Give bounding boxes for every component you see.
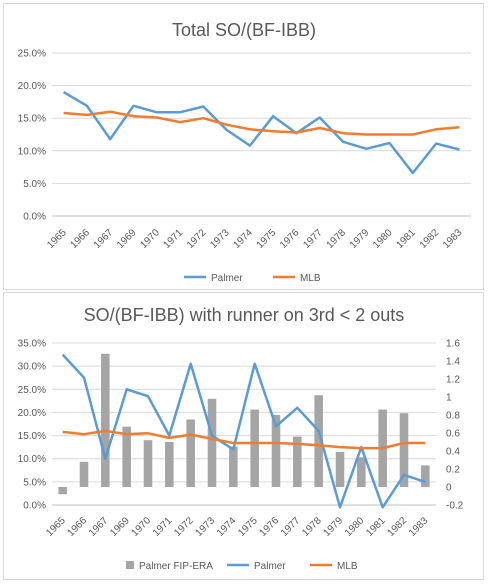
bar-palmer-fip-era [143,440,153,487]
y2-tick-label: -0.2 [446,501,464,512]
bar-palmer-fip-era [314,395,323,487]
bar-palmer-fip-era [165,442,174,487]
chart-runner-third-svg: SO/(BF-IBB) with runner on 3rd < 2 outs … [18,305,464,572]
x-tick-label: 1969 [108,515,132,539]
x-tick-label: 1973 [194,515,218,539]
bar-palmer-fip-era [357,457,366,487]
legend-swatch [126,561,134,569]
bar-palmer-fip-era [399,413,409,487]
y-tick-label: 10.0% [18,454,46,465]
x-tick-label: 1977 [301,227,325,251]
chart-runner-third: SO/(BF-IBB) with runner on 3rd < 2 outs … [3,292,484,580]
x-tick-label: 1983 [407,515,431,539]
x-tick-label: 1965 [44,515,68,539]
x-tick-label: 1971 [151,515,175,539]
x-tick-label: 1966 [69,227,93,251]
y-tick-label: 25.0% [18,49,46,60]
legend-label: MLB [337,561,358,572]
y2-tick-label: 0.4 [446,447,460,458]
chart-total-so-svg: Total SO/(BF-IBB) 0.0% 5.0% 10.0% 15.0% 20.0… [18,20,471,284]
bar-palmer-fip-era [101,353,110,487]
x-tick-label: 1974 [231,227,255,251]
x-tick-label: 1976 [258,515,282,539]
bar-palmer-fip-era [271,415,281,487]
y-tick-label: 10.0% [18,146,46,157]
y2-tick-label: 0 [446,483,452,494]
x-tick-label: 1971 [162,227,186,251]
bar-palmer-fip-era [335,451,345,487]
chart-title: Total SO/(BF-IBB) [172,20,316,40]
y2-tick-label: 1.4 [446,357,460,368]
y-tick-label: 35.0% [18,339,46,350]
x-tick-label: 1981 [364,515,388,539]
y-tick-label: 20.0% [18,408,46,419]
line-mlb [62,429,426,450]
y2-tick-label: 0.2 [446,465,460,476]
x-tick-label: 1970 [138,227,162,251]
y-tick-label: 5.0% [23,179,46,190]
legend-label: Palmer [211,273,243,284]
x-tick-label: 1972 [172,515,196,539]
y2-tick-label: 1.2 [446,375,460,386]
y2-tick-label: 1 [446,393,452,404]
y-tick-label: 25.0% [18,385,46,396]
x-tick-label: 1977 [279,515,303,539]
x-tick-label: 1978 [300,515,324,539]
x-tick-label: 1976 [278,227,302,251]
x-tick-label: 1967 [87,515,111,539]
y-tick-label: 15.0% [18,431,46,442]
y-tick-label: 5.0% [23,477,46,488]
y-tick-label: 20.0% [18,81,46,92]
x-tick-label: 1980 [343,515,367,539]
bar-palmer-fip-era [250,409,259,487]
x-tick-label: 1966 [66,515,90,539]
bar-palmer-fip-era [293,436,302,487]
legend-label: Palmer [254,561,286,572]
bar-palmer-fip-era [229,446,238,487]
bar-palmer-fip-era [207,398,217,487]
y-tick-label: 0.0% [23,212,46,223]
x-tick-label: 1965 [45,227,69,251]
line-palmer [61,353,426,509]
y-tick-label: 15.0% [18,114,46,125]
chart-total-so: Total SO/(BF-IBB) 0.0% 5.0% 10.0% 15.0% 20.0… [3,3,484,290]
legend-label: Palmer FIP-ERA [139,561,213,572]
y2-tick-label: 0.8 [446,411,460,422]
x-tick-label: 1967 [92,227,116,251]
bar-palmer-fip-era [79,461,89,487]
x-tick-label: 1979 [322,515,346,539]
legend-label: MLB [300,273,321,284]
x-tick-label: 1975 [236,515,260,539]
x-tick-label: 1981 [394,227,418,251]
x-tick-label: 1974 [215,515,239,539]
x-tick-label: 1982 [418,227,442,251]
line-mlb [63,110,460,136]
chart-title: SO/(BF-IBB) with runner on 3rd < 2 outs [84,305,405,325]
x-tick-label: 1979 [348,227,372,251]
y2-tick-label: 1.6 [446,339,460,350]
bar-palmer-fip-era [186,419,195,487]
x-tick-label: 1982 [386,515,410,539]
y-tick-label: 0.0% [23,501,46,512]
x-tick-label: 1970 [130,515,154,539]
x-tick-label: 1973 [208,227,232,251]
line-palmer [62,91,460,175]
bar-palmer-fip-era [58,487,67,495]
x-tick-label: 1972 [185,227,209,251]
bar-palmer-fip-era [421,465,430,487]
bar-palmer-fip-era [122,426,131,487]
y-tick-label: 30.0% [18,362,46,373]
x-tick-label: 1978 [325,227,349,251]
x-tick-label: 1980 [371,227,395,251]
y2-tick-label: 0.6 [446,429,460,440]
x-tick-label: 1969 [115,227,139,251]
x-tick-label: 1983 [441,227,465,251]
x-tick-label: 1975 [255,227,279,251]
